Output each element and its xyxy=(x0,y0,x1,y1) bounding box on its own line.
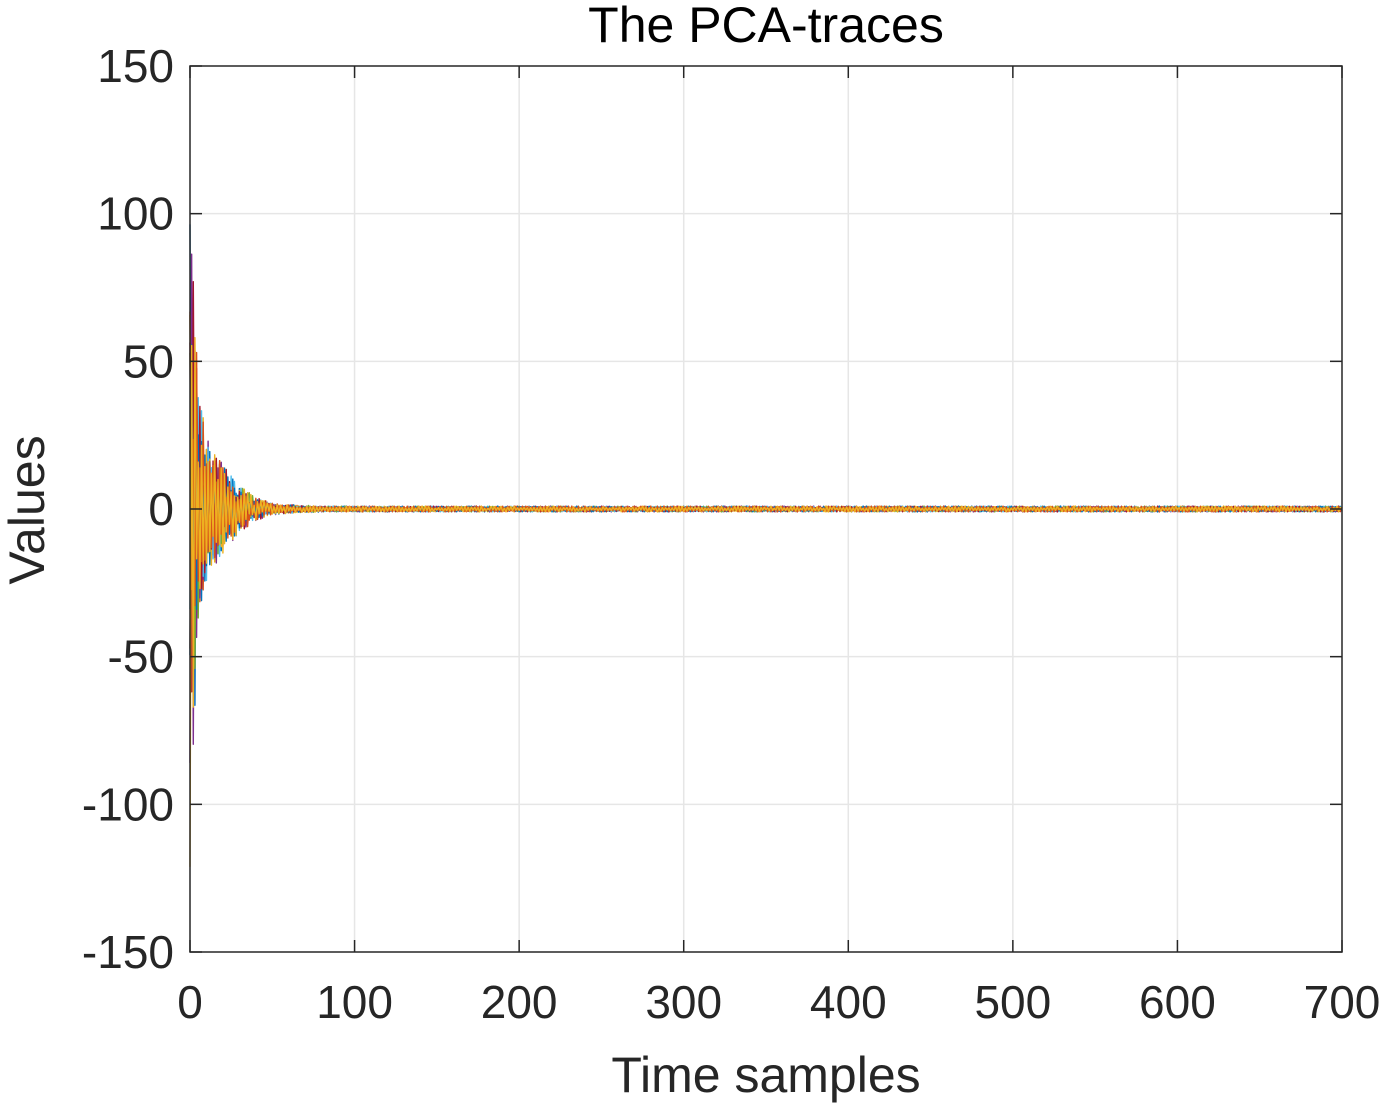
y-tick-label: 150 xyxy=(97,40,174,92)
y-tick-label: -150 xyxy=(82,926,174,978)
x-tick-label: 200 xyxy=(481,976,558,1028)
y-tick-label: 50 xyxy=(123,335,174,387)
x-tick-label: 600 xyxy=(1139,976,1216,1028)
trace-line-6 xyxy=(189,366,1343,610)
x-tick-label: 300 xyxy=(645,976,722,1028)
x-axis-title: Time samples xyxy=(611,1047,920,1103)
trace-line-3 xyxy=(189,315,1343,661)
trace-line-9 xyxy=(189,311,1343,607)
y-tick-labels: 150 100 50 0 -50 -100 -150 xyxy=(82,40,174,978)
x-tick-label: 500 xyxy=(974,976,1051,1028)
trace-lines xyxy=(189,224,1343,867)
trace-line-7 xyxy=(189,280,1343,693)
trace-line-2 xyxy=(189,378,1343,649)
y-tick-label: -100 xyxy=(82,778,174,830)
y-tick-label: -50 xyxy=(108,631,174,683)
y-axis-title: Values xyxy=(0,435,55,584)
x-tick-label: 700 xyxy=(1304,976,1381,1028)
x-tick-label: 0 xyxy=(177,976,203,1028)
chart-title: The PCA-traces xyxy=(588,0,944,53)
x-tick-labels: 0 100 200 300 400 500 600 700 xyxy=(177,976,1380,1028)
y-tick-label: 100 xyxy=(97,188,174,240)
trace-line-10 xyxy=(189,336,1343,867)
trace-line-8 xyxy=(189,344,1343,656)
trace-line-1 xyxy=(189,224,1343,706)
x-tick-label: 100 xyxy=(316,976,393,1028)
x-tick-label: 400 xyxy=(810,976,887,1028)
y-tick-label: 0 xyxy=(148,483,174,535)
tick-marks xyxy=(189,65,1343,953)
